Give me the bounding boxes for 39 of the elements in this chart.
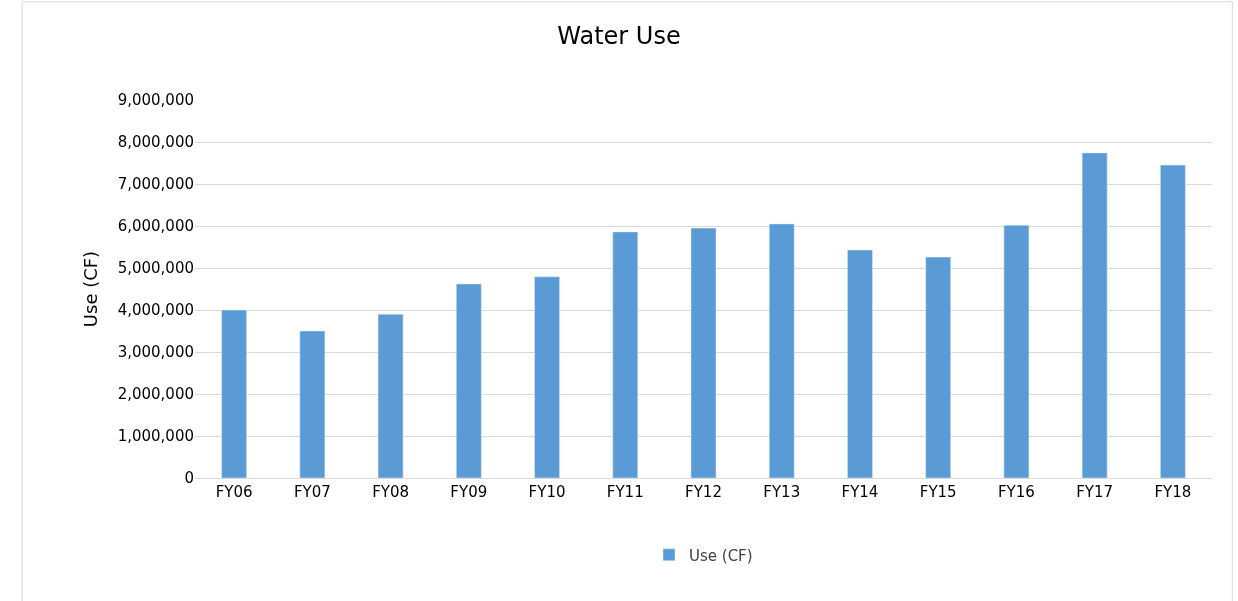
y-tick-label: 5,000,000 (117, 259, 194, 278)
bar (299, 330, 326, 478)
bar (1081, 152, 1108, 478)
y-tick-label: 1,000,000 (117, 427, 194, 446)
bar (534, 276, 560, 478)
legend-label: Use (CF) (689, 546, 753, 565)
bar (1160, 164, 1186, 478)
x-tick-label: FY12 (685, 483, 722, 501)
bar (847, 249, 873, 478)
x-tick-label: FY14 (841, 483, 879, 501)
x-tick-label: FY07 (293, 483, 331, 501)
x-tick-label: FY11 (606, 483, 644, 501)
bar (612, 231, 639, 478)
bar (377, 313, 404, 478)
y-tick-label: 4,000,000 (117, 301, 194, 320)
x-tick-label: FY18 (1154, 483, 1192, 501)
y-axis-title: Use (CF) (79, 250, 101, 328)
bar (221, 309, 247, 478)
x-tick-label: FY08 (372, 483, 410, 501)
y-tick-label: 7,000,000 (117, 175, 194, 194)
bar (1003, 224, 1030, 478)
y-tick-label: 8,000,000 (117, 133, 194, 152)
x-tick-label: FY10 (528, 483, 566, 501)
bar (925, 256, 951, 478)
y-tick-label: 6,000,000 (117, 217, 194, 236)
x-tick-label: FY17 (1076, 483, 1114, 501)
bar (768, 223, 795, 478)
bar (690, 227, 717, 478)
y-tick-label: 2,000,000 (117, 385, 194, 404)
x-tick-label: FY16 (997, 483, 1035, 501)
x-tick-label: FY13 (763, 483, 801, 501)
y-tick-label: 0 (184, 469, 194, 488)
y-tick-label: 9,000,000 (117, 91, 194, 110)
chart-title: Water Use (557, 21, 681, 50)
x-tick-label: FY06 (215, 483, 253, 501)
x-tick-label: FY09 (450, 483, 488, 501)
y-tick-label: 3,000,000 (117, 343, 194, 362)
bar (456, 283, 482, 478)
x-tick-label: FY15 (919, 483, 957, 501)
